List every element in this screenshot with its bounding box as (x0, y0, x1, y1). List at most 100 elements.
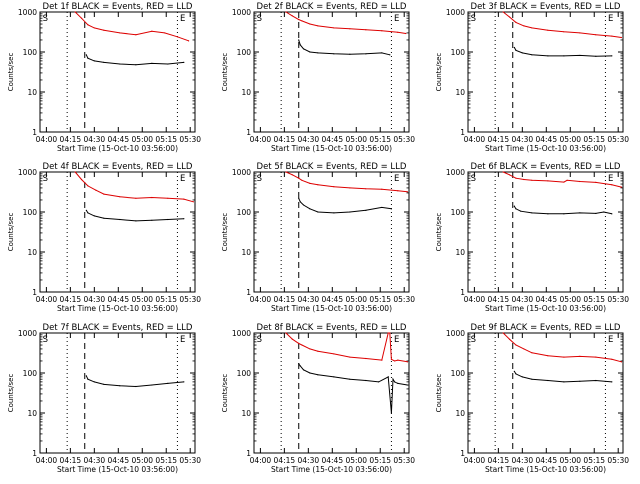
series-events-point (389, 54, 391, 56)
series-events-point (298, 39, 300, 41)
x-tick-label: 05:00 (131, 135, 153, 144)
series-events-point (521, 376, 523, 378)
series-events-line (85, 54, 184, 66)
y-axis-label: Counts/sec (435, 374, 443, 413)
series-events-point (365, 209, 367, 211)
series-lld-point (301, 344, 303, 346)
series-lld-point (95, 189, 97, 191)
y-tick-label: 100 (23, 208, 38, 217)
series-lld-point (176, 36, 179, 38)
plot-frame (39, 11, 196, 133)
series-events-point (394, 381, 396, 383)
series-events-point (531, 212, 533, 214)
series-lld-point (502, 332, 504, 334)
marker-s: S (43, 335, 48, 345)
series-lld-point (119, 32, 121, 34)
series-lld-point (309, 23, 311, 25)
series-events-point (317, 374, 319, 376)
marker-s: S (43, 14, 48, 24)
series-events-point (611, 213, 613, 215)
marker-s: S (257, 14, 262, 24)
series-events-point (151, 219, 153, 221)
series-events-point (547, 55, 549, 57)
y-tick-label: 100 (451, 48, 466, 57)
series-events-point (513, 205, 515, 207)
series-lld-point (349, 187, 351, 189)
y-tick-label: 1000 (446, 329, 465, 338)
series-lld-point (333, 27, 335, 29)
series-events-line (513, 205, 612, 215)
series-events-point (378, 381, 380, 383)
series-lld-point (317, 350, 319, 352)
series-events-point (298, 363, 300, 365)
series-lld-point (566, 179, 568, 181)
series-lld-point (301, 179, 303, 181)
series-lld-point (595, 181, 597, 183)
x-axis-label: Start Time (15-Oct-10 03:56:00) (271, 144, 392, 153)
series-lld-point (387, 332, 389, 334)
x-tick-label: 05:00 (345, 135, 367, 144)
series-lld-point (151, 196, 153, 199)
series-lld-point (390, 358, 393, 360)
series-lld-point (508, 174, 511, 176)
series-events-point (87, 212, 89, 214)
series-events-point (302, 204, 305, 206)
x-tick-label: 04:30 (512, 456, 534, 465)
x-tick-label: 05:15 (583, 135, 605, 144)
series-events-point (151, 384, 153, 386)
series-lld-point (502, 11, 504, 13)
x-tick-label: 04:45 (535, 456, 557, 465)
series-lld-point (397, 31, 399, 33)
series-lld-point (515, 21, 517, 23)
x-tick-label: 04:45 (321, 295, 343, 304)
series-lld-line (502, 332, 622, 363)
x-axis-label: Start Time (15-Oct-10 03:56:00) (271, 465, 392, 474)
series-events-point (390, 412, 393, 414)
x-tick-label: 04:45 (321, 135, 343, 144)
series-events-point (595, 212, 597, 215)
series-lld-point (317, 25, 319, 27)
x-tick-label: 05:30 (607, 135, 629, 144)
series-events-point (579, 54, 581, 57)
series-lld-point (192, 201, 195, 203)
y-tick-label: 1 (460, 288, 465, 297)
series-events-point (302, 369, 305, 371)
series-events-point (298, 197, 300, 199)
y-tick-label: 1 (246, 128, 251, 137)
series-lld-point (515, 177, 517, 179)
series-lld-point (381, 30, 383, 32)
y-tick-label: 10 (455, 88, 465, 97)
x-tick-label: 05:15 (155, 295, 177, 304)
x-tick-label: 04:15 (488, 135, 510, 144)
series-events-point (579, 212, 581, 214)
series-lld-point (93, 27, 95, 29)
series-events-point (119, 385, 121, 387)
series-lld-point (406, 191, 409, 193)
series-events-point (299, 44, 301, 46)
series-lld-point (349, 28, 351, 30)
series-events-point (103, 217, 105, 219)
series-lld-point (188, 40, 190, 42)
x-tick-label: 04:00 (250, 456, 272, 465)
series-lld-line (285, 11, 406, 34)
y-tick-label: 1000 (446, 168, 465, 177)
series-events-point (119, 218, 121, 221)
series-events-point (93, 381, 95, 383)
x-tick-label: 05:30 (179, 456, 201, 465)
series-events-line (513, 47, 612, 57)
marker-e: E (608, 335, 613, 345)
series-events-point (381, 52, 383, 54)
y-tick-label: 1000 (18, 168, 37, 177)
y-axis-label: Counts/sec (221, 213, 229, 252)
x-tick-label: 04:45 (107, 456, 129, 465)
series-events-point (103, 61, 105, 63)
x-tick-label: 04:00 (464, 135, 486, 144)
chart-title: Det 2f BLACK = Events, RED = LLD (257, 2, 407, 12)
series-lld-point (80, 178, 83, 181)
x-tick-label: 04:45 (321, 456, 343, 465)
series-lld-point (80, 17, 83, 19)
series-lld-line (74, 171, 194, 203)
series-events-point (309, 51, 311, 53)
x-tick-label: 05:00 (131, 295, 153, 304)
series-lld-point (183, 198, 185, 200)
